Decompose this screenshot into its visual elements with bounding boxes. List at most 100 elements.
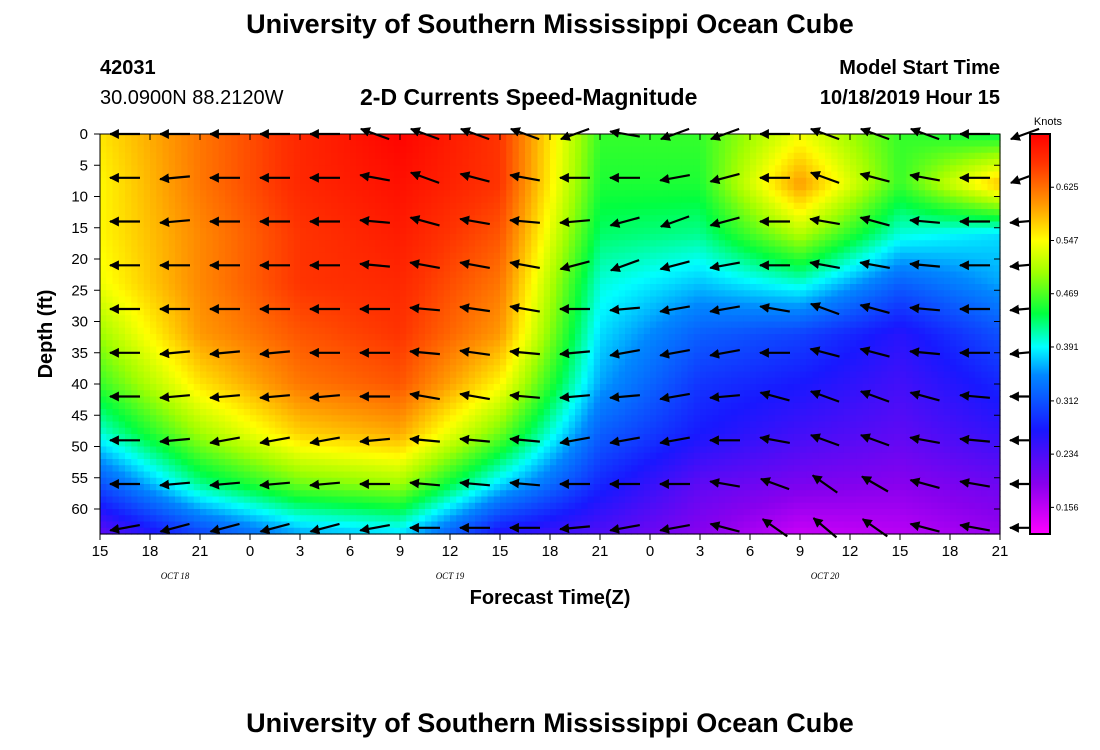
heatmap-cell — [443, 346, 451, 354]
heatmap-cell — [693, 309, 701, 316]
heatmap-cell — [756, 284, 764, 291]
heatmap-cell — [518, 215, 526, 223]
heatmap-cell — [293, 215, 301, 223]
heatmap-cell — [775, 184, 782, 191]
heatmap-cell — [206, 146, 214, 154]
heatmap-cell — [462, 334, 470, 341]
heatmap-cell — [787, 202, 795, 210]
heatmap-cell — [950, 240, 957, 248]
heatmap-cell — [437, 309, 445, 316]
heatmap-cell — [250, 146, 257, 154]
heatmap-cell — [900, 234, 907, 241]
heatmap-cell — [312, 196, 320, 204]
heatmap-cell — [137, 240, 145, 248]
heatmap-cell — [662, 190, 670, 198]
heatmap-cell — [993, 184, 1001, 191]
heatmap-cell — [862, 159, 870, 166]
heatmap-cell — [937, 321, 945, 329]
heatmap-cell — [918, 259, 926, 266]
heatmap-cell — [368, 252, 376, 260]
heatmap-cell — [218, 227, 226, 235]
heatmap-cell — [712, 140, 720, 148]
heatmap-cell — [300, 171, 307, 179]
heatmap-cell — [418, 346, 426, 354]
heatmap-cell — [656, 271, 664, 279]
heatmap-cell — [812, 327, 820, 335]
heatmap-cell — [525, 190, 532, 198]
heatmap-cell — [675, 252, 682, 260]
heatmap-cell — [943, 177, 951, 185]
heatmap-cell — [337, 296, 345, 304]
heatmap-cell — [425, 177, 432, 185]
heatmap-cell — [100, 171, 107, 179]
heatmap-cell — [893, 159, 901, 166]
heatmap-cell — [700, 290, 707, 298]
heatmap-cell — [600, 315, 607, 323]
heatmap-cell — [118, 321, 126, 329]
heatmap-cell — [981, 159, 989, 166]
heatmap-cell — [337, 215, 345, 223]
heatmap-cell — [962, 277, 970, 285]
heatmap-cell — [200, 302, 207, 310]
heatmap-cell — [568, 252, 576, 260]
heatmap-cell — [381, 221, 389, 229]
heatmap-cell — [675, 334, 682, 341]
heatmap-cell — [237, 327, 245, 335]
heatmap-cell — [906, 271, 914, 279]
heatmap-cell — [825, 221, 832, 229]
heatmap-cell — [750, 340, 757, 348]
heatmap-cell — [618, 196, 626, 204]
heatmap-cell — [281, 227, 289, 235]
heatmap-cell — [650, 202, 657, 210]
heatmap-cell — [450, 134, 457, 141]
heatmap-cell — [687, 240, 695, 248]
heatmap-cell — [431, 321, 439, 329]
heatmap-cell — [143, 265, 151, 273]
heatmap-cell — [775, 321, 782, 329]
heatmap-cell — [131, 334, 139, 341]
heatmap-cell — [968, 327, 976, 335]
heatmap-cell — [806, 284, 814, 291]
heatmap-cell — [512, 334, 520, 341]
heatmap-cell — [493, 277, 501, 285]
heatmap-cell — [125, 259, 132, 266]
heatmap-cell — [593, 227, 601, 235]
heatmap-cell — [175, 327, 182, 335]
heatmap-cell — [887, 246, 895, 254]
heatmap-cell — [356, 140, 364, 148]
heatmap-cell — [312, 296, 320, 304]
heatmap-cell — [106, 246, 114, 254]
heatmap-cell — [343, 177, 351, 185]
heatmap-cell — [375, 246, 382, 254]
heatmap-cell — [518, 190, 526, 198]
heatmap-cell — [456, 296, 464, 304]
heatmap-cell — [325, 277, 332, 285]
heatmap-cell — [237, 296, 245, 304]
heatmap-cell — [468, 190, 476, 198]
heatmap-cell — [543, 221, 551, 229]
heatmap-cell — [800, 309, 807, 316]
heatmap-cell — [693, 171, 701, 179]
heatmap-cell — [456, 152, 464, 160]
heatmap-cell — [600, 209, 607, 216]
heatmap-cell — [631, 234, 639, 241]
heatmap-cell — [781, 252, 789, 260]
heatmap-cell — [306, 252, 314, 260]
heatmap-cell — [750, 215, 757, 223]
heatmap-cell — [512, 221, 520, 229]
heatmap-cell — [356, 240, 364, 248]
heatmap-cell — [656, 159, 664, 166]
heatmap-cell — [981, 196, 989, 204]
heatmap-cell — [318, 152, 326, 160]
heatmap-cell — [156, 321, 164, 329]
heatmap-cell — [818, 302, 826, 310]
heatmap-cell — [981, 152, 989, 160]
heatmap-cell — [443, 277, 451, 285]
heatmap-cell — [275, 271, 282, 279]
heatmap-cell — [593, 165, 601, 173]
heatmap-cell — [156, 146, 164, 154]
heatmap-cell — [356, 202, 364, 210]
heatmap-cell — [887, 321, 895, 329]
heatmap-cell — [187, 171, 195, 179]
heatmap-cell — [750, 234, 757, 241]
